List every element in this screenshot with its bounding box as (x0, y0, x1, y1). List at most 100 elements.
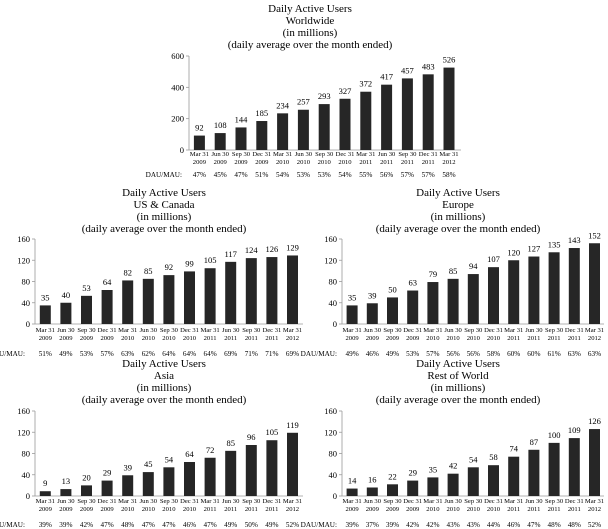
asia-x-tick-label: Dec 31 (262, 498, 281, 505)
asia-x-tick-label-year: 2011 (224, 506, 237, 513)
worldwide-bar-value-label: 234 (276, 100, 290, 110)
europe-dau-mau-ratio: 49% (386, 350, 399, 358)
rest-of-world-y-tick-label: 0 (333, 491, 337, 501)
asia-bar-value-label: 20 (82, 472, 91, 482)
rest-of-world-x-tick-label-year: 2010 (467, 506, 481, 513)
rest-of-world-x-tick-label: Dec 31 (484, 498, 503, 505)
europe-dau-mau-ratio: 58% (487, 350, 500, 358)
rest-of-world-dau-mau-ratio: 52% (588, 521, 601, 529)
worldwide-bar-value-label: 526 (443, 55, 456, 65)
europe-x-tick-label: Dec 31 (403, 327, 422, 334)
us-canada-x-tick-label-year: 2011 (224, 335, 237, 342)
worldwide-dau-mau-ratio: 54% (338, 171, 351, 179)
asia-dau-mau-ratio: 50% (245, 521, 258, 529)
europe-dau-mau-ratio: 63% (568, 350, 581, 358)
rest-of-world-x-tick-label-year: 2011 (568, 506, 581, 513)
rest-of-world-x-tick-label: Jun 30 (525, 498, 543, 505)
europe-x-tick-label: Mar 31 (342, 327, 361, 334)
rest-of-world-bar (387, 484, 398, 496)
worldwide-dau-mau-ratio: 53% (318, 171, 331, 179)
us-canada-bar (225, 261, 237, 324)
asia-dau-mau-ratio: 49% (265, 521, 278, 529)
rest-of-world-x-tick-label: Jun 30 (444, 498, 462, 505)
rest-of-world-y-tick-label: 80 (329, 449, 338, 459)
asia-x-tick-label-year: 2009 (39, 506, 53, 513)
worldwide-bar (339, 98, 351, 150)
us-canada-bar-value-label: 124 (245, 245, 259, 255)
worldwide-bar (422, 74, 434, 150)
europe-x-tick-label-year: 2009 (366, 335, 380, 342)
asia-bar (266, 440, 278, 496)
europe-dau-mau-ratio: 56% (447, 350, 460, 358)
asia-bar (81, 485, 92, 496)
worldwide-x-tick-label-year: 2011 (380, 159, 393, 166)
asia-y-tick-label: 40 (22, 470, 31, 480)
asia-bar-value-label: 9 (43, 478, 47, 488)
asia-bar-value-label: 119 (286, 420, 298, 430)
worldwide-x-tick-label: Sep 30 (232, 151, 251, 158)
rest-of-world-bar-value-label: 109 (568, 425, 581, 435)
chart-us-canada-title: Daily Active Users (122, 187, 206, 199)
worldwide-bar-value-label: 185 (255, 108, 268, 118)
worldwide-x-tick-label-year: 2009 (234, 159, 248, 166)
rest-of-world-dau-mau-ratio: 48% (568, 521, 581, 529)
us-canada-bar-value-label: 117 (224, 249, 236, 259)
asia-x-tick-label: Dec 31 (98, 498, 117, 505)
us-canada-dau-mau-ratio: 69% (286, 350, 299, 358)
rest-of-world-dau-mau-ratio: 43% (447, 521, 460, 529)
asia-x-tick-label-year: 2011 (204, 506, 217, 513)
rest-of-world-x-tick-label: Dec 31 (403, 498, 422, 505)
us-canada-bar-value-label: 35 (41, 292, 50, 302)
worldwide-bar-value-label: 483 (422, 61, 435, 71)
rest-of-world-x-tick-label: Sep 30 (545, 498, 564, 505)
us-canada-dau-mau-ratio: 71% (265, 350, 278, 358)
asia-bar (39, 491, 51, 496)
chart-worldwide: Daily Active Users Worldwide (in million… (146, 3, 461, 179)
worldwide-bar (256, 121, 268, 150)
europe-y-tick-label: 0 (333, 319, 337, 329)
us-canada-x-tick-label-year: 2011 (265, 335, 278, 342)
us-canada-dau-mau-ratio: 62% (142, 350, 155, 358)
worldwide-y-tick-label: 400 (171, 82, 184, 92)
europe-bar-value-label: 120 (507, 247, 520, 257)
asia-bar (142, 472, 154, 496)
europe-bar-value-label: 135 (548, 239, 561, 249)
rest-of-world-dau-mau-ratio: 39% (386, 521, 399, 529)
worldwide-x-tick-label-year: 2010 (297, 159, 311, 166)
rest-of-world-x-tick-label-year: 2009 (406, 506, 420, 513)
europe-x-tick-label-year: 2011 (507, 335, 520, 342)
rest-of-world-dau-mau-ratio: 42% (406, 521, 419, 529)
asia-y-tick-label: 120 (17, 427, 30, 437)
asia-x-tick-label-year: 2009 (80, 506, 94, 513)
us-canada-x-tick-label-year: 2009 (39, 335, 53, 342)
rest-of-world-x-tick-label-year: 2010 (487, 506, 501, 513)
worldwide-bar-value-label: 327 (339, 86, 352, 96)
us-canada-x-tick-label: Jun 30 (57, 327, 75, 334)
europe-bar-value-label: 152 (588, 230, 601, 240)
europe-bar-value-label: 50 (388, 284, 397, 294)
us-canada-x-tick-label-year: 2009 (80, 335, 94, 342)
asia-bar-value-label: 45 (144, 459, 153, 469)
europe-dau-mau-ratio: 63% (588, 350, 601, 358)
rest-of-world-bar-value-label: 87 (530, 437, 539, 447)
worldwide-x-tick-label-year: 2010 (276, 159, 290, 166)
us-canada-y-tick-label: 160 (17, 234, 30, 244)
asia-x-tick-label: Mar 31 (283, 498, 302, 505)
europe-y-tick-label: 120 (324, 255, 337, 265)
asia-dau-mau-ratio: 47% (101, 521, 114, 529)
us-canada-dau-mau-ratio: 63% (121, 350, 134, 358)
worldwide-x-tick-label: Dec 31 (252, 151, 271, 158)
us-canada-bar (204, 268, 216, 324)
us-canada-x-tick-label: Sep 30 (242, 327, 261, 334)
rest-of-world-bar-value-label: 58 (489, 452, 498, 462)
asia-bar (225, 450, 237, 496)
asia-bar-value-label: 85 (226, 438, 235, 448)
chart-europe-subtitle-3: (daily average over the month ended) (376, 223, 541, 235)
us-canada-bar-value-label: 82 (123, 267, 132, 277)
rest-of-world-dau-mau-ratio: 44% (487, 521, 500, 529)
europe-x-tick-label-year: 2011 (548, 335, 561, 342)
rest-of-world-dau-mau-ratio: 43% (467, 521, 480, 529)
us-canada-x-tick-label: Sep 30 (77, 327, 96, 334)
